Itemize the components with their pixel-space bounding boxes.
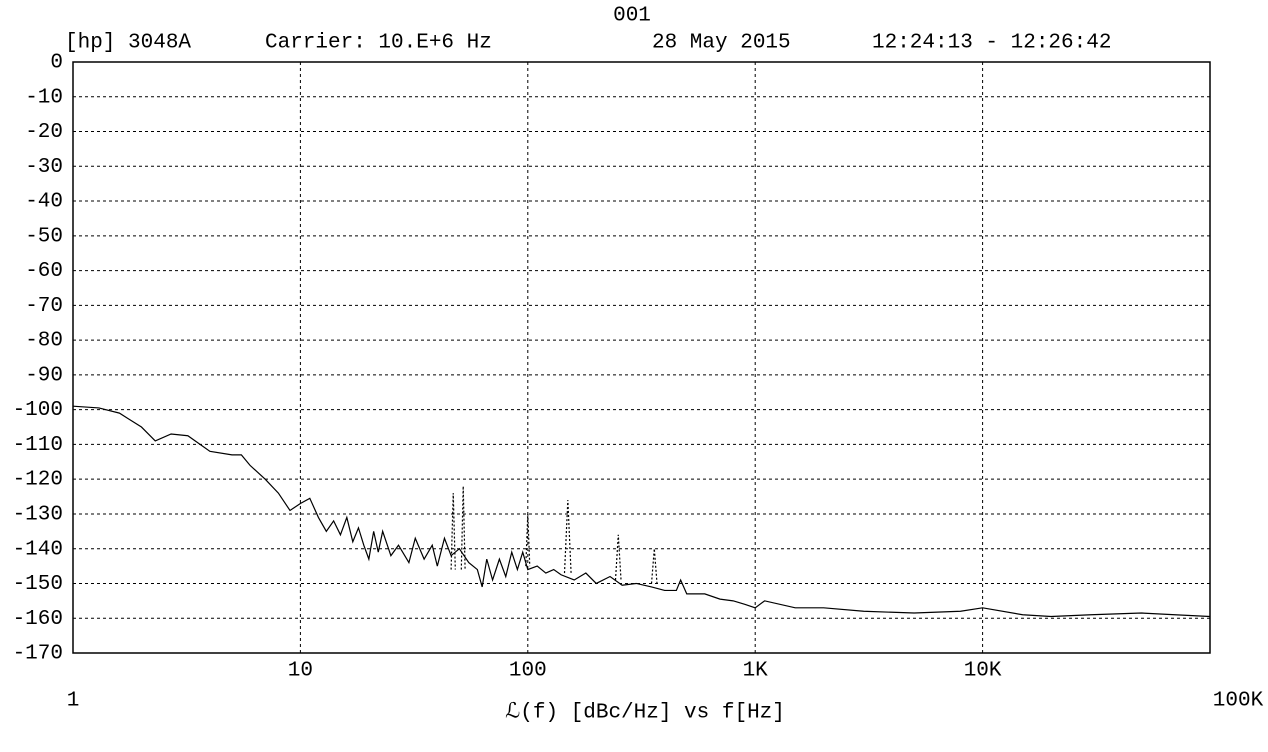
instrument: [hp] 3048A <box>65 32 191 55</box>
y-tick-label: -60 <box>25 260 63 283</box>
y-tick-label: -160 <box>13 608 63 631</box>
y-tick-label: -90 <box>25 364 63 387</box>
carrier: Carrier: 10.E+6 Hz <box>265 32 492 55</box>
time: 12:24:13 - 12:26:42 <box>872 32 1111 55</box>
y-tick-label: -120 <box>13 469 63 492</box>
y-tick-label: -30 <box>25 156 63 179</box>
y-tick-label: -140 <box>13 538 63 561</box>
y-tick-label: -10 <box>25 86 63 109</box>
y-tick-label: -40 <box>25 191 63 214</box>
y-tick-label: -100 <box>13 399 63 422</box>
y-tick-label: -80 <box>25 330 63 353</box>
x-tick-label: 100 <box>509 660 547 683</box>
y-tick-label: 0 <box>50 52 63 75</box>
x-tick-label: 100K <box>1213 690 1264 713</box>
y-tick-label: -50 <box>25 225 63 248</box>
x-tick-label: 10K <box>964 660 1002 683</box>
x-tick-label: 1 <box>67 690 80 713</box>
x-axis-label: ℒ(f) [dBc/Hz] vs f[Hz] <box>505 702 785 725</box>
chart-title: 001 <box>613 5 651 28</box>
y-tick-label: -70 <box>25 295 63 318</box>
y-tick-label: -170 <box>13 643 63 666</box>
y-tick-label: -130 <box>13 503 63 526</box>
y-tick-label: -110 <box>13 434 63 457</box>
plot-frame <box>72 61 1211 654</box>
date: 28 May 2015 <box>652 32 791 55</box>
x-tick-label: 1K <box>743 660 769 683</box>
y-tick-label: -150 <box>13 573 63 596</box>
trace <box>450 486 658 584</box>
y-tick-label: -20 <box>25 121 63 144</box>
trace <box>72 405 1211 618</box>
x-tick-label: 10 <box>288 660 313 683</box>
